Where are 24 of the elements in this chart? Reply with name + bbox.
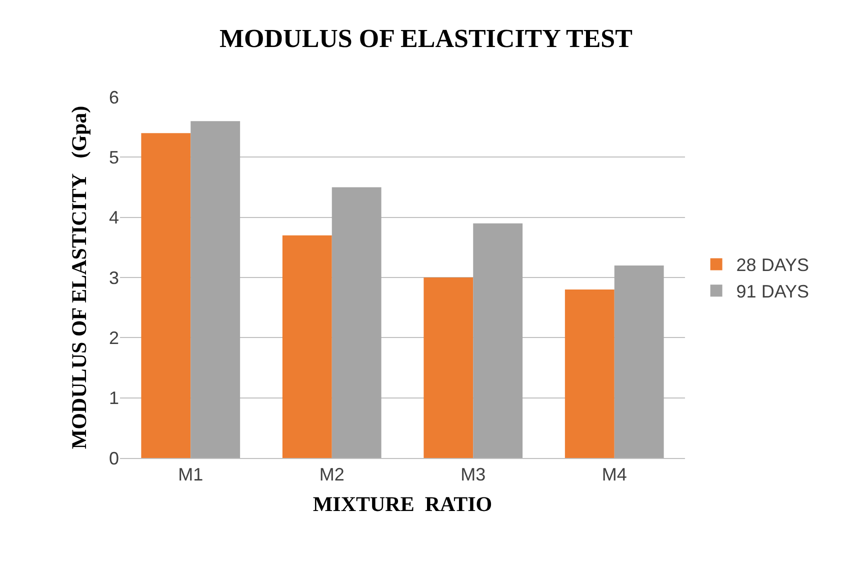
y-tick-label: 5: [108, 147, 119, 168]
x-tick-label: M3: [460, 464, 486, 485]
bar: [564, 290, 614, 458]
y-tick-label: 2: [108, 328, 119, 348]
x-tick-label: M2: [319, 464, 344, 485]
bar: [190, 121, 240, 458]
x-axis-title: MIXTURE RATIO: [312, 492, 492, 516]
y-tick-label: 4: [108, 208, 119, 228]
x-tick-label: M4: [602, 464, 627, 485]
y-tick-label: 0: [108, 448, 119, 468]
legend-label: 91 DAYS: [736, 282, 810, 302]
legend-label: 28 DAYS: [736, 255, 810, 276]
y-tick-label: 3: [108, 268, 119, 288]
x-tick-label: M1: [178, 464, 204, 485]
y-axis-title: MODULUS OF ELASTICITY (Gpa): [67, 106, 92, 450]
bar: [282, 235, 332, 458]
bar: [473, 223, 523, 458]
bar: [424, 278, 474, 458]
y-tick-label: 6: [108, 87, 119, 108]
bar: [614, 265, 664, 458]
y-tick-label: 1: [108, 388, 119, 408]
bar: [332, 187, 382, 458]
chart-title: MODULUS OF ELASTICITY TEST: [220, 24, 632, 53]
bar: [141, 133, 191, 458]
